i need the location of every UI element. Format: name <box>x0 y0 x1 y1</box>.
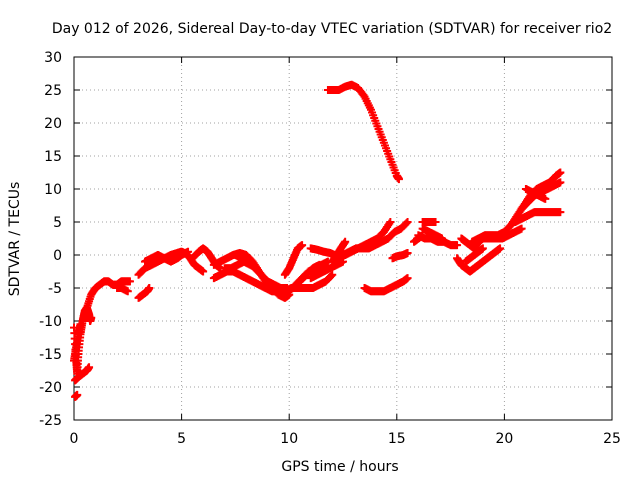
plot-frame <box>73 56 613 421</box>
y-tick-label: 20 <box>44 116 62 132</box>
data-point <box>431 218 440 226</box>
y-tick-label: 10 <box>44 182 62 198</box>
data-point <box>327 271 336 280</box>
data-series <box>70 80 565 401</box>
data-point <box>453 241 462 250</box>
data-segment <box>295 260 324 286</box>
data-point <box>328 270 337 279</box>
data-segment <box>360 274 412 296</box>
x-tick-label: 5 <box>177 431 186 447</box>
data-point <box>125 277 134 286</box>
data-segment <box>418 224 446 243</box>
data-segment <box>70 320 85 365</box>
y-axis: -25 -20 -15 -10 -5 0 5 10 15 20 25 30 <box>39 50 612 429</box>
data-segment <box>134 284 154 302</box>
data-point <box>315 260 324 269</box>
y-tick-label: -5 <box>48 281 62 297</box>
y-tick-label: -15 <box>39 347 62 363</box>
data-point <box>403 218 412 226</box>
data-point <box>87 313 96 322</box>
data-point <box>556 208 565 217</box>
data-segment <box>188 244 225 273</box>
x-tick-label: 25 <box>603 431 621 447</box>
data-point <box>403 249 412 258</box>
data-segment <box>113 284 132 296</box>
y-tick-label: 0 <box>53 248 62 264</box>
y-axis-title: SDTVAR / TECUs <box>7 182 23 297</box>
data-segment <box>82 277 134 312</box>
data-point <box>199 267 208 276</box>
data-segment <box>231 251 292 292</box>
y-tick-label: 5 <box>53 215 62 231</box>
data-point <box>402 219 411 228</box>
data-point <box>517 224 526 233</box>
y-tick-label: -20 <box>39 380 62 396</box>
data-segment <box>511 208 565 226</box>
data-point <box>85 363 94 372</box>
data-point <box>478 244 487 253</box>
data-segment <box>388 249 412 263</box>
data-point <box>386 218 395 226</box>
data-segment <box>339 218 412 259</box>
x-tick-label: 0 <box>70 431 79 447</box>
data-point <box>76 320 85 329</box>
x-axis: 0 5 10 15 20 25 <box>70 57 621 447</box>
data-point <box>145 284 154 292</box>
y-tick-label: -10 <box>39 314 62 330</box>
x-tick-label: 10 <box>280 431 298 447</box>
data-point <box>437 234 446 243</box>
data-point <box>556 178 565 187</box>
data-point <box>123 287 132 296</box>
data-segment <box>461 244 487 266</box>
y-tick-label: 15 <box>44 149 62 165</box>
data-segment <box>141 247 193 266</box>
data-segment <box>71 363 94 385</box>
data-segment <box>71 390 82 401</box>
data-point <box>184 247 193 256</box>
data-point <box>73 390 82 399</box>
data-point <box>556 168 565 177</box>
x-axis-title: GPS time / hours <box>281 459 398 475</box>
y-tick-label: 25 <box>44 83 62 99</box>
data-segment <box>418 218 440 226</box>
x-tick-label: 20 <box>495 431 513 447</box>
grid-lines <box>74 57 612 420</box>
data-segment <box>323 80 403 184</box>
chart-title: Day 012 of 2026, Sidereal Day-to-day VTE… <box>52 21 612 37</box>
y-tick-label: -25 <box>39 413 62 429</box>
x-tick-label: 15 <box>388 431 406 447</box>
data-segment <box>280 241 307 279</box>
data-segment <box>328 237 350 266</box>
data-point <box>385 219 394 228</box>
data-point <box>298 241 307 250</box>
data-segment <box>453 244 505 276</box>
data-segment <box>306 257 347 283</box>
data-segment <box>521 185 550 203</box>
data-point <box>496 244 505 253</box>
data-point <box>403 274 412 283</box>
data-point <box>341 237 350 246</box>
y-tick-label: 30 <box>44 50 62 66</box>
data-point <box>394 175 403 184</box>
data-point <box>541 194 550 203</box>
